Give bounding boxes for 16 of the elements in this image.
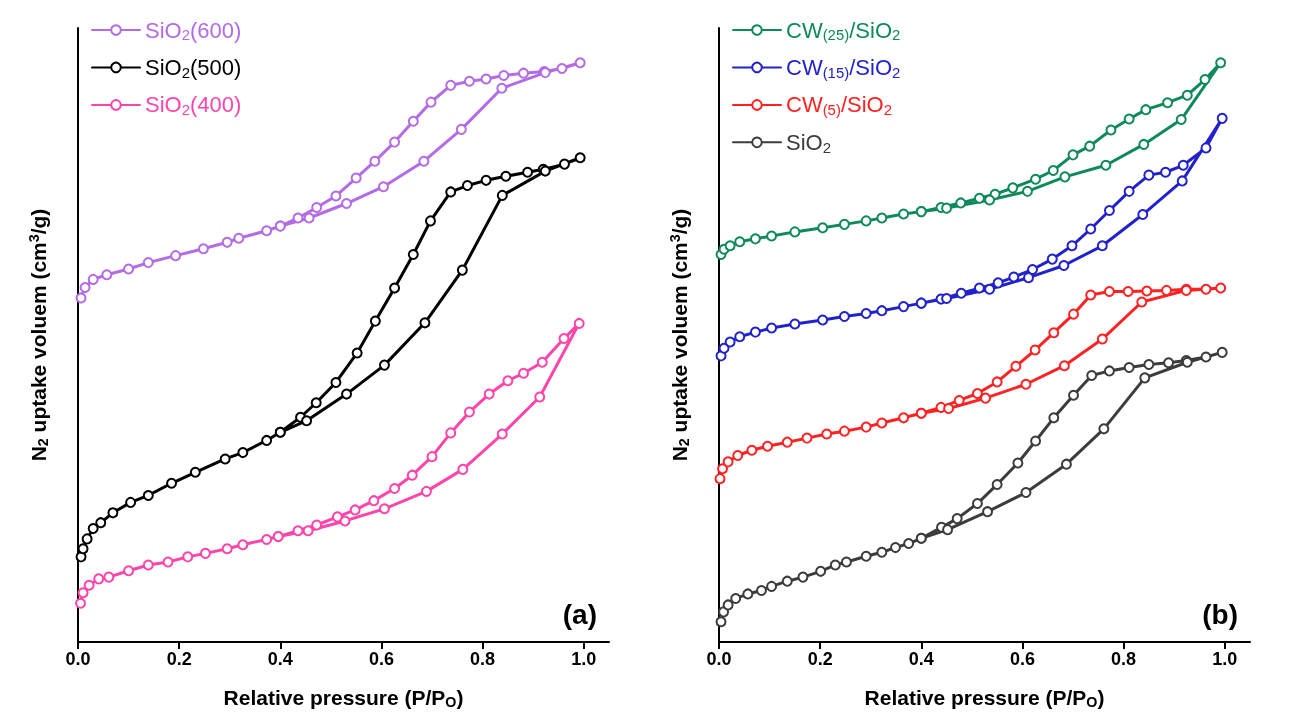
- x-tick-label: 0.8: [470, 649, 496, 669]
- x-tick-label: 0.8: [1111, 649, 1137, 669]
- annotation: (a): [562, 598, 598, 630]
- y-axis-title: N2 uptake voluem (cm3/g): [25, 208, 51, 462]
- x-tick-label: 1.0: [571, 649, 597, 669]
- y-axis-title: N2 uptake voluem (cm3/g): [666, 208, 692, 462]
- x-tick-label: 0.0: [706, 649, 732, 669]
- x-tick-label: 0.6: [368, 649, 394, 669]
- x-tick-label: 0.4: [267, 649, 293, 669]
- x-tick-label: 0.4: [908, 649, 934, 669]
- annotation: (b): [1202, 598, 1239, 630]
- x-tick-label: 0.2: [166, 649, 192, 669]
- x-tick-label: 0.0: [65, 649, 91, 669]
- x-tick-label: 1.0: [1212, 649, 1238, 669]
- x-tick-label: 0.6: [1009, 649, 1035, 669]
- x-tick-label: 0.2: [807, 649, 833, 669]
